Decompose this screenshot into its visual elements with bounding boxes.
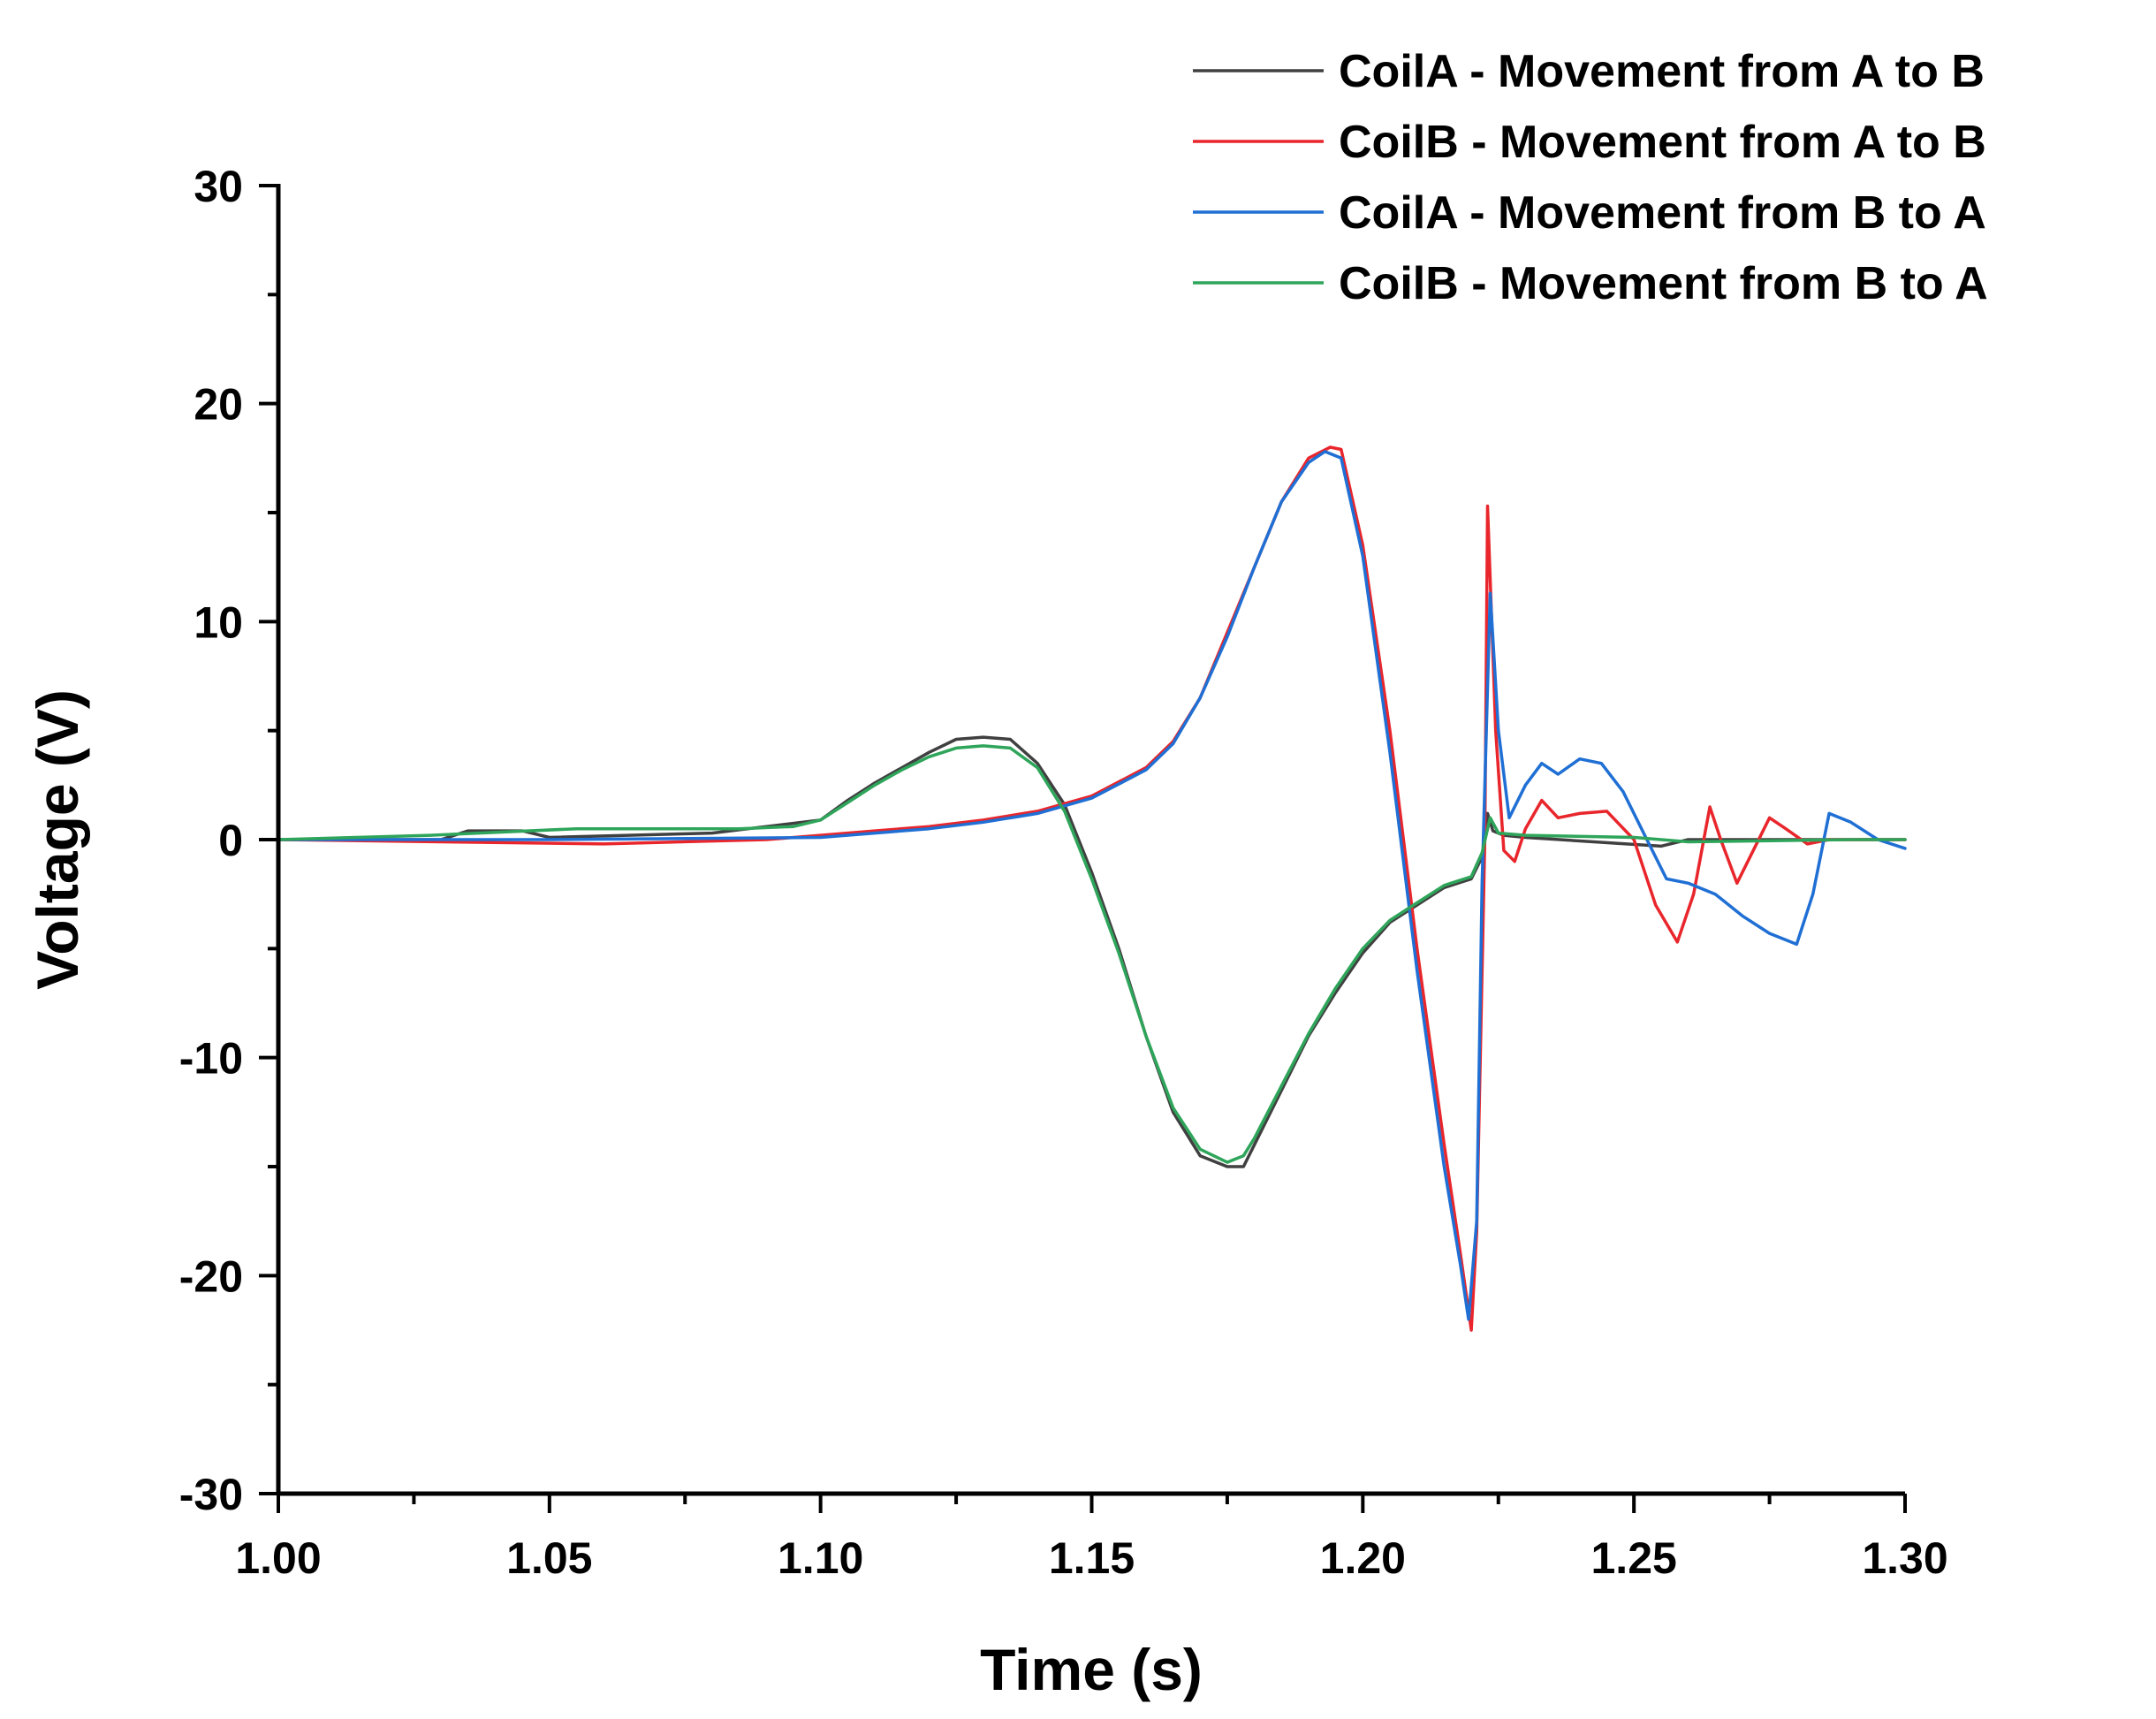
legend-label: CoilA - Movement from A to B: [1339, 46, 1985, 97]
series-line-4: [277, 744, 1907, 1164]
series-line-1: [277, 735, 1907, 1168]
legend: CoilA - Movement from A to B CoilB - Move…: [1193, 46, 1988, 309]
legend-label: CoilB - Movement from A to B: [1339, 117, 1986, 168]
ticks-layer: 1.00 1.05 1.10 1.15 1.20 1.25 1.30 30 20 10 0 -10 -2…: [179, 162, 1948, 1583]
x-tick-label: 1.30: [1862, 1533, 1947, 1583]
y-tick-label: 0: [218, 816, 243, 865]
x-tick-label: 1.05: [506, 1533, 592, 1583]
x-tick-label: 1.00: [235, 1533, 321, 1583]
series-layer: [277, 445, 1907, 1332]
series-line-2: [277, 445, 1907, 1332]
legend-label: CoilA - Movement from B to A: [1339, 187, 1986, 239]
x-tick-label: 1.10: [778, 1533, 863, 1583]
y-tick-label: -20: [179, 1251, 243, 1301]
y-tick-label: -10: [179, 1034, 243, 1084]
x-tick-label: 1.15: [1049, 1533, 1135, 1583]
series-line-3: [277, 450, 1907, 1321]
y-tick-label: 10: [194, 597, 243, 647]
x-tick-label: 1.25: [1591, 1533, 1677, 1583]
legend-label: CoilB - Movement from B to A: [1339, 258, 1988, 309]
y-tick-label: 20: [194, 380, 243, 430]
y-tick-label: -30: [179, 1470, 243, 1519]
y-axis-title: Voltage (V): [25, 689, 90, 990]
x-tick-label: 1.20: [1320, 1533, 1406, 1583]
y-tick-label: 30: [194, 162, 243, 211]
x-axis-title: Time (s): [980, 1637, 1203, 1702]
